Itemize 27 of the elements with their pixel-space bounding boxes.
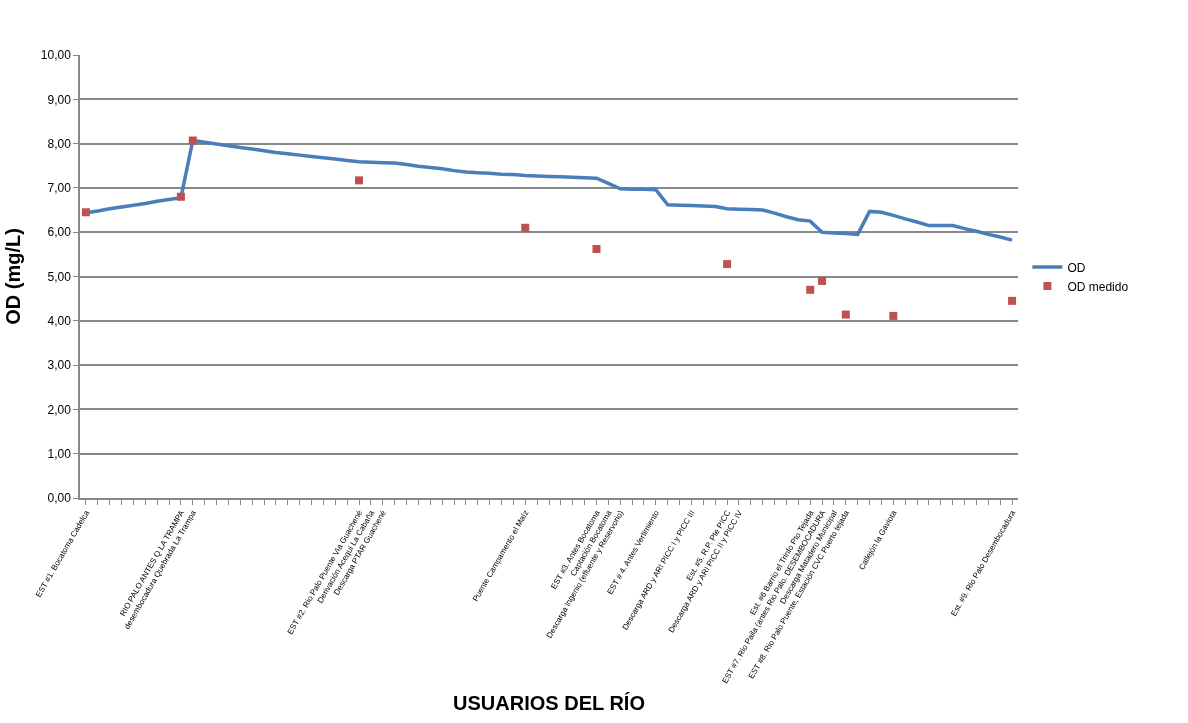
y-tick-label: 10,00 bbox=[40, 48, 72, 63]
point bbox=[841, 310, 850, 319]
point bbox=[176, 192, 185, 201]
y-tick-label: 6,00 bbox=[47, 225, 72, 240]
legend-label: OD bbox=[1067, 260, 1086, 275]
point bbox=[723, 260, 732, 269]
point bbox=[188, 136, 197, 145]
y-tick-label: 9,00 bbox=[47, 92, 72, 107]
y-tick-label: 5,00 bbox=[47, 269, 72, 284]
y-tick-label: 3,00 bbox=[47, 358, 72, 373]
y-axis-title: OD (mg/L) bbox=[1, 228, 24, 325]
point bbox=[818, 276, 827, 285]
y-tick-label: 8,00 bbox=[47, 136, 72, 151]
point bbox=[355, 176, 364, 185]
point bbox=[81, 208, 90, 217]
y-tick-label: 2,00 bbox=[47, 402, 72, 417]
y-tick-label: 4,00 bbox=[47, 314, 72, 328]
y-tick-label: 0,00 bbox=[47, 491, 72, 506]
point bbox=[806, 285, 815, 294]
point bbox=[521, 223, 530, 232]
point bbox=[889, 311, 898, 320]
y-tick-label: 1,00 bbox=[47, 446, 72, 461]
point bbox=[1008, 296, 1017, 305]
legend-label: OD medido bbox=[1067, 279, 1129, 294]
y-tick-label: 7,00 bbox=[47, 181, 72, 196]
point bbox=[592, 245, 601, 254]
x-axis-title: USUARIOS DEL RÍO bbox=[453, 691, 645, 714]
